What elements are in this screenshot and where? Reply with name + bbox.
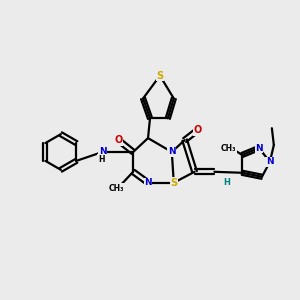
Text: N: N: [266, 158, 274, 166]
Text: N: N: [99, 148, 106, 157]
Text: S: S: [156, 71, 164, 81]
Text: CH₃: CH₃: [109, 184, 124, 193]
Text: CH₃: CH₃: [220, 143, 236, 152]
Text: O: O: [114, 135, 122, 145]
Text: H: H: [98, 155, 104, 164]
Text: O: O: [194, 125, 202, 135]
Text: N: N: [255, 143, 263, 152]
Text: N: N: [168, 148, 176, 157]
Text: S: S: [170, 178, 177, 188]
Text: N: N: [144, 178, 152, 187]
Text: H: H: [223, 178, 230, 187]
